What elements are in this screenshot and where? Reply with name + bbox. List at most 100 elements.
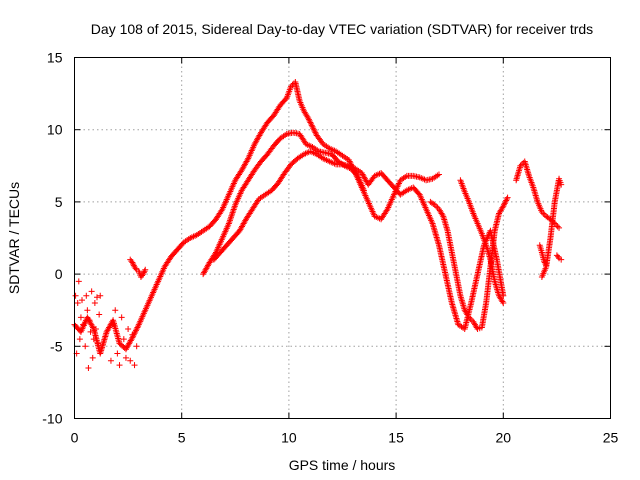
plot-frame: [74, 57, 611, 419]
data-point: [312, 129, 319, 136]
data-point: [74, 299, 81, 306]
x-axis-label: GPS time / hours: [289, 457, 396, 473]
data-point: [95, 340, 102, 347]
data-point: [97, 292, 104, 299]
series-track-i: [536, 242, 550, 269]
data-point: [360, 187, 367, 194]
data-point: [132, 327, 139, 334]
data-point: [141, 268, 148, 275]
data-point: [129, 331, 136, 338]
data-point: [127, 357, 134, 364]
data-point: [308, 120, 315, 127]
data-point: [504, 194, 511, 201]
data-point: [554, 253, 561, 260]
data-point: [311, 128, 318, 135]
grid: [74, 57, 611, 419]
y-tick-label: 15: [47, 50, 63, 66]
data-point: [558, 256, 565, 263]
data-point: [135, 323, 142, 330]
data-point: [90, 336, 97, 343]
series-track-j: [553, 252, 565, 263]
data-point: [89, 324, 96, 331]
data-point: [499, 298, 506, 305]
data-point: [88, 288, 95, 295]
x-tick-label: 15: [388, 430, 404, 446]
data-point: [503, 197, 510, 204]
data-point: [80, 321, 87, 328]
data-point: [87, 328, 94, 335]
data-point: [308, 122, 315, 129]
data-point: [542, 260, 549, 267]
data-point: [517, 162, 524, 169]
data-point: [96, 311, 103, 318]
data-point: [307, 119, 314, 126]
data-point: [125, 325, 132, 332]
data-point: [218, 207, 225, 214]
data-point: [465, 314, 472, 321]
y-tick-label: 10: [47, 122, 63, 138]
data-point: [142, 266, 149, 273]
data-point: [94, 294, 101, 301]
series-scatter-cluster: [72, 278, 140, 371]
data-point: [305, 116, 312, 123]
series-track-d: [127, 256, 149, 280]
data-point: [467, 315, 474, 322]
data-point: [133, 343, 140, 350]
data-point: [84, 307, 91, 314]
data-point: [543, 262, 550, 269]
y-tick-label: -10: [42, 411, 62, 427]
data-point: [473, 324, 480, 331]
data-point: [120, 336, 127, 343]
series-track-g: [513, 158, 563, 231]
data-point: [79, 297, 86, 304]
data-point: [118, 314, 125, 321]
data-point: [305, 115, 312, 122]
data-point: [254, 197, 261, 204]
data-point: [538, 209, 545, 216]
data-point: [433, 203, 440, 210]
data-point: [86, 317, 93, 324]
data-point: [116, 362, 123, 369]
data-point: [114, 350, 121, 357]
series-track-f: [457, 177, 507, 306]
data-point: [92, 325, 99, 332]
data-point: [435, 171, 442, 178]
data-point: [130, 333, 137, 340]
data-point: [554, 223, 561, 230]
data-point: [319, 139, 326, 146]
y-axis-label: SDTVAR / TECUs: [6, 182, 22, 294]
y-tick-label: 0: [55, 266, 63, 282]
data-point: [439, 211, 446, 218]
axis-ticks: 0 5 10 15 20 25 -10 -5 0 5 10 15: [42, 50, 618, 446]
data-point: [72, 292, 79, 299]
y-tick-label: 5: [55, 194, 63, 210]
data-point: [91, 299, 98, 306]
x-tick-label: 20: [496, 430, 512, 446]
data-point: [288, 83, 295, 90]
data-point: [556, 224, 563, 231]
chart-title: Day 108 of 2015, Sidereal Day-to-day VTE…: [91, 21, 593, 37]
data-point: [306, 118, 313, 125]
data-point: [89, 354, 96, 361]
data-point: [131, 362, 138, 369]
data-point: [133, 325, 140, 332]
data-point: [130, 260, 137, 267]
data-point: [85, 364, 92, 371]
data-point: [540, 210, 547, 217]
data-point: [244, 157, 251, 164]
x-tick-label: 5: [178, 430, 186, 446]
data-point: [134, 324, 141, 331]
data-point: [132, 328, 139, 335]
data-point: [75, 278, 82, 285]
data-point: [383, 207, 390, 214]
data-point: [541, 258, 548, 265]
data-point: [500, 299, 507, 306]
data-point: [503, 196, 510, 203]
data-point: [501, 201, 508, 208]
series-track-a: [71, 79, 442, 357]
series-track-b: [200, 129, 367, 278]
data-point: [129, 259, 136, 266]
data-point: [558, 181, 565, 188]
data-point: [107, 357, 114, 364]
